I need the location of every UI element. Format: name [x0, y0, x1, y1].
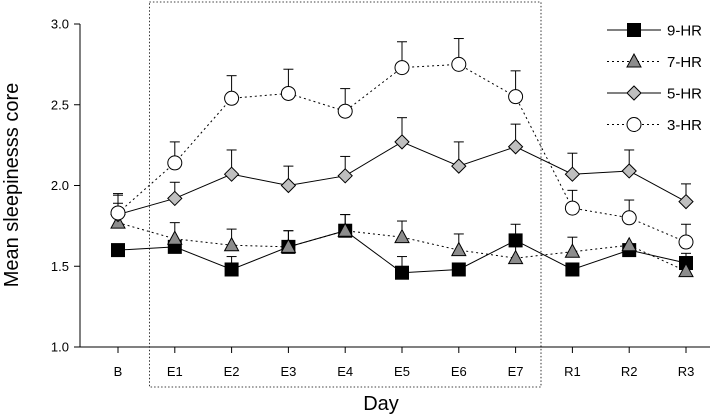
data-point-7-hr [507, 249, 524, 265]
x-tick-label: B [114, 364, 123, 379]
data-point-5-hr [394, 134, 410, 150]
x-tick-label: E3 [280, 364, 296, 379]
data-point-3-hr [110, 205, 126, 221]
legend-label-9-hr: 9-HR [667, 23, 702, 40]
data-point-3-hr [508, 89, 524, 105]
data-point-3-hr [451, 56, 467, 72]
legend-label-3-hr: 3-HR [667, 117, 702, 134]
data-point-5-hr [621, 163, 637, 179]
data-point-5-hr [564, 166, 581, 182]
data-point-3-hr [280, 85, 296, 101]
legend: 9-HR 7-HR 5-HR 3-HR [607, 23, 702, 134]
x-tick-label: E2 [224, 364, 240, 379]
data-point-5-hr [507, 139, 524, 155]
x-tick-label: E1 [167, 364, 183, 379]
legend-marker-3-hr [626, 117, 642, 132]
y-tick-label: 2.0 [51, 178, 69, 193]
data-point-7-hr [564, 243, 581, 258]
data-point-7-hr [621, 236, 638, 252]
y-tick-label: 2.5 [51, 97, 69, 112]
data-point-9-hr [395, 265, 409, 280]
x-tick-label: E7 [508, 364, 524, 379]
data-point-5-hr [451, 158, 467, 174]
series-3-hr [110, 38, 694, 250]
data-point-7-hr [280, 238, 297, 253]
legend-marker-5-hr [626, 85, 642, 101]
data-point-9-hr [224, 262, 239, 277]
data-point-7-hr [678, 262, 694, 278]
data-point-3-hr [224, 90, 240, 106]
series-layer [110, 38, 694, 280]
x-tick-label: R1 [564, 364, 581, 379]
data-point-9-hr [565, 262, 580, 277]
data-point-7-hr [394, 228, 410, 244]
data-point-3-hr [167, 155, 183, 171]
data-point-3-hr [337, 103, 353, 119]
y-axis-title: Mean sleepinesss core [1, 83, 23, 288]
data-point-5-hr [280, 177, 297, 194]
series-line-5-hr [117, 141, 687, 216]
data-point-3-hr [564, 200, 580, 216]
ticks-layer: 1.0 1.5 2.0 2.5 3.0 B E1 E2 E3 E4 E5 E6 E7 R1 R2 R3 [51, 17, 694, 380]
y-tick-label: 3.0 [51, 17, 69, 32]
data-point-7-hr [166, 230, 183, 245]
series-line-7-hr [117, 222, 687, 272]
data-point-5-hr [223, 166, 240, 182]
data-point-5-hr [337, 168, 353, 184]
data-point-3-hr [621, 210, 637, 226]
y-tick-label: 1.0 [51, 340, 69, 355]
data-point-9-hr [451, 262, 466, 277]
data-point-7-hr [450, 241, 467, 257]
y-tick-label: 1.5 [51, 259, 69, 274]
x-tick-label: R3 [678, 364, 695, 379]
data-point-7-hr [223, 236, 240, 252]
data-point-5-hr [167, 190, 183, 207]
highlight-box [148, 1, 542, 388]
data-point-3-hr [394, 60, 410, 76]
legend-label-5-hr: 5-HR [667, 86, 702, 103]
legend-label-7-hr: 7-HR [667, 54, 702, 71]
legend-marker-9-hr [627, 23, 641, 37]
x-tick-label: R2 [621, 364, 638, 379]
series-5-hr [110, 117, 694, 223]
x-axis-title: Day [363, 393, 399, 415]
series-line-3-hr [117, 63, 687, 243]
series-7-hr [110, 202, 694, 278]
highlight-box-layer [148, 1, 542, 388]
x-tick-label: E4 [337, 364, 353, 379]
data-point-9-hr [111, 243, 125, 258]
legend-marker-7-hr [626, 52, 642, 68]
data-point-3-hr [678, 234, 694, 250]
data-point-5-hr [678, 193, 694, 210]
data-point-7-hr [337, 222, 354, 237]
x-tick-label: E5 [394, 364, 410, 379]
x-tick-label: E6 [451, 364, 467, 379]
